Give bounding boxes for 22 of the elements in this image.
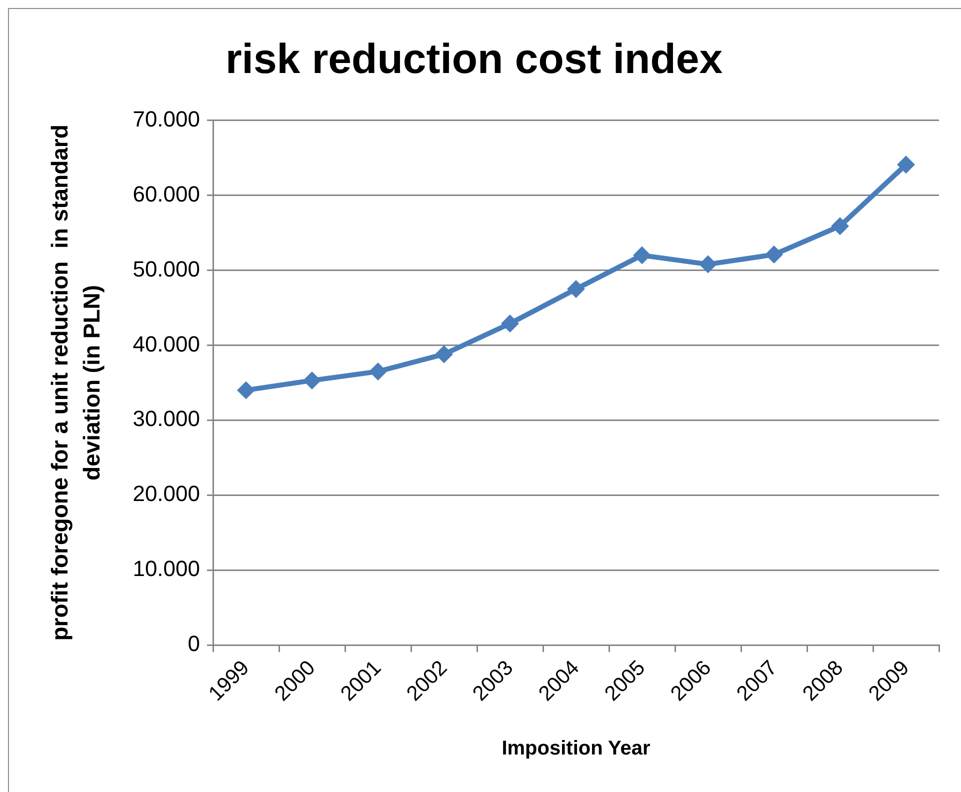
y-tick-label: 40.000 <box>132 331 200 356</box>
y-tick-label: 60.000 <box>132 181 200 206</box>
y-axis-title: profit foregone for a unit reduction in standard deviation (in PLN) <box>46 124 105 641</box>
y-tick-label: 30.000 <box>132 406 200 432</box>
chart-title: risk reduction cost index <box>225 34 724 82</box>
point <box>237 381 255 400</box>
point <box>699 255 717 274</box>
point <box>831 217 849 236</box>
point <box>369 362 387 380</box>
point <box>765 246 783 264</box>
point <box>435 345 453 364</box>
point <box>303 371 321 390</box>
point <box>897 156 915 174</box>
y-tick-label: 70.000 <box>132 106 200 132</box>
x-axis-title: Imposition Year <box>502 738 650 760</box>
y-tick-label: 0 <box>188 631 200 656</box>
y-tick-label: 10.000 <box>132 556 200 582</box>
point <box>567 280 585 298</box>
point <box>633 246 651 264</box>
y-tick-label: 20.000 <box>132 481 200 506</box>
point <box>501 314 519 332</box>
y-tick-label: 50.000 <box>132 256 200 282</box>
